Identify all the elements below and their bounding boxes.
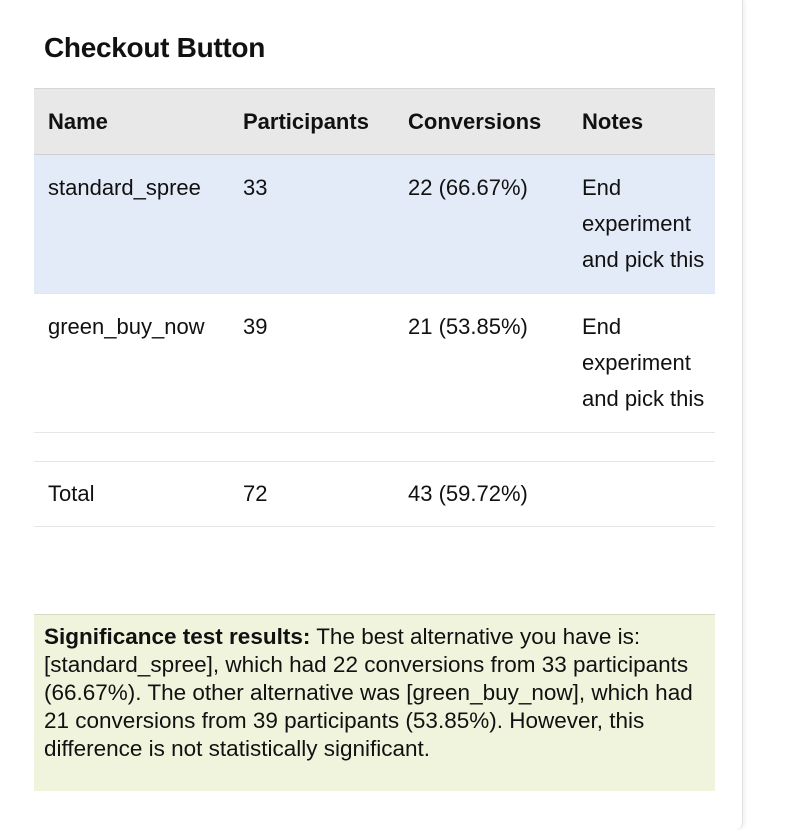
notes-cell: End experiment and pick this [568,154,715,294]
table-spacer-row [34,432,715,462]
header-participants: Participants [229,88,394,155]
alternative-name: standard_spree [34,154,229,294]
table-header-row: Name Participants Conversions Notes [34,88,715,155]
total-notes-empty [568,461,715,527]
participants-value: 33 [229,154,394,294]
end-experiment-link[interactable]: End experiment and pick this [582,175,705,272]
table-row: green_buy_now 39 21 (53.85%) End experim… [34,293,715,433]
results-table: Name Participants Conversions Notes stan… [34,88,715,527]
header-notes: Notes [568,88,715,155]
conversions-value: 22 (66.67%) [394,154,568,294]
notes-cell: End experiment and pick this [568,293,715,433]
alternative-name: green_buy_now [34,293,229,433]
experiment-title: Checkout Button [44,32,266,63]
significance-text: The best alternative you have is: [stand… [44,624,693,761]
total-conversions: 43 (59.72%) [394,461,568,527]
header-conversions: Conversions [394,88,568,155]
total-label: Total [34,461,229,527]
significance-label: Significance test results: [44,624,311,649]
significance-results: Significance test results: The best alte… [34,614,715,791]
end-experiment-link[interactable]: End experiment and pick this [582,314,705,411]
total-participants: 72 [229,461,394,527]
table-row: standard_spree 33 22 (66.67%) End experi… [34,154,715,294]
header-name: Name [34,88,229,155]
participants-value: 39 [229,293,394,433]
conversions-value: 21 (53.85%) [394,293,568,433]
experiment-card: Checkout Button Name Participants Conver… [34,0,743,830]
total-row: Total 72 43 (59.72%) [34,461,715,527]
